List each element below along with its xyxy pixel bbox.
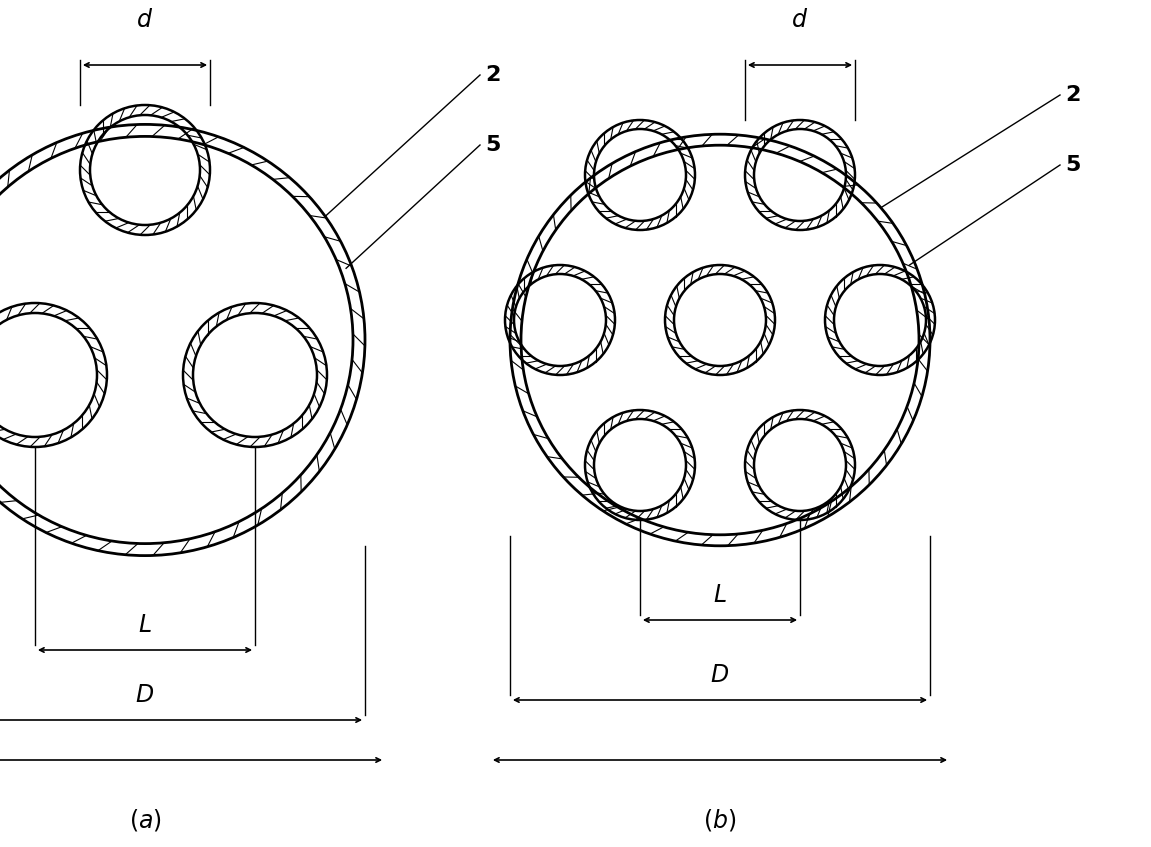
Circle shape [595,130,685,220]
Circle shape [595,420,685,510]
Circle shape [91,116,199,224]
Circle shape [834,275,925,365]
Text: $D$: $D$ [136,683,154,707]
Text: $(b)$: $(b)$ [703,807,737,833]
Text: 5: 5 [485,135,501,155]
Ellipse shape [523,147,918,534]
Text: 5: 5 [1065,155,1081,175]
Text: 2: 2 [485,65,501,85]
Ellipse shape [0,137,352,543]
Text: $d$: $d$ [792,8,808,32]
Circle shape [193,314,317,436]
Circle shape [514,275,605,365]
Circle shape [755,420,845,510]
Text: $L$: $L$ [714,583,727,607]
Text: $D$: $D$ [710,663,730,687]
Text: $(a)$: $(a)$ [129,807,161,833]
Text: $d$: $d$ [137,8,153,32]
Text: $L$: $L$ [138,613,152,637]
Text: 2: 2 [1065,85,1081,105]
Circle shape [674,275,765,365]
Circle shape [0,314,96,436]
Circle shape [755,130,845,220]
